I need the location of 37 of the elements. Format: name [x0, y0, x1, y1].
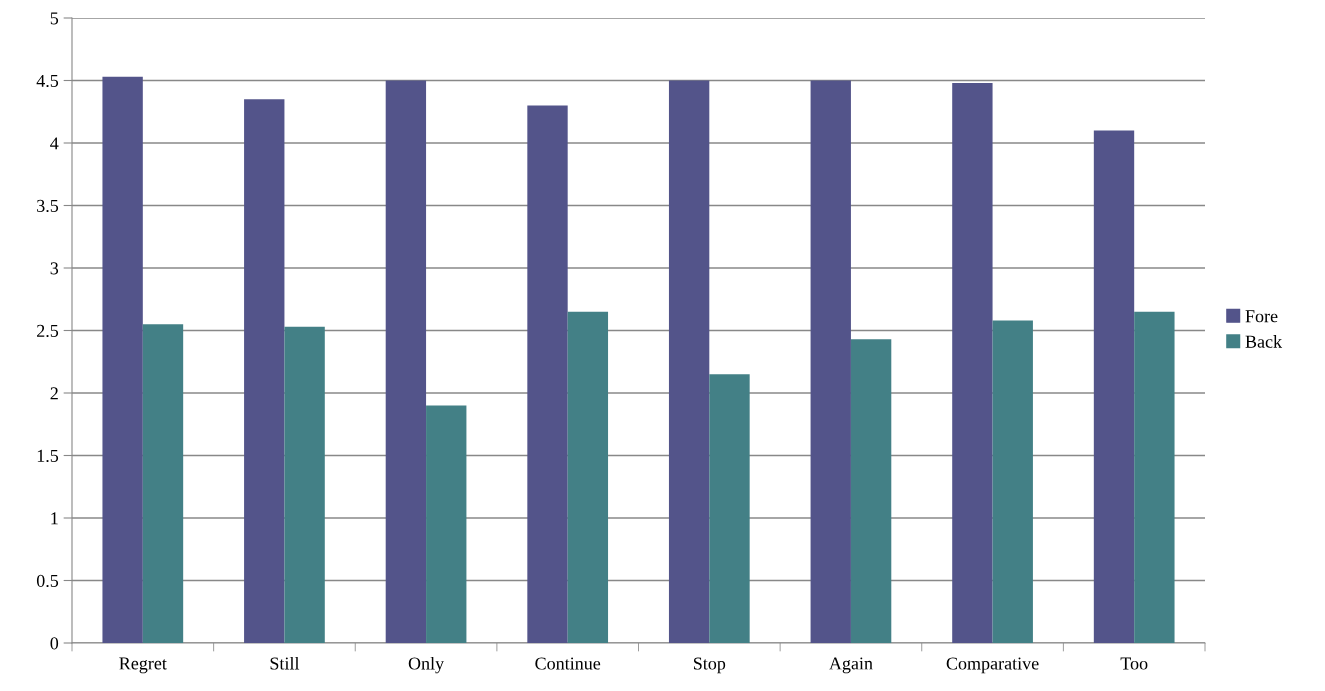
y-tick-label: 2.5	[37, 324, 59, 338]
y-tick-label: 0	[50, 637, 59, 650]
x-tick-label: Only	[408, 656, 445, 674]
x-tick-label: Still	[270, 656, 300, 670]
x-tick-label: Again	[829, 657, 873, 674]
y-tick-label: 2	[50, 387, 58, 400]
bar	[992, 320, 1033, 643]
y-tick-label: 5	[50, 12, 59, 25]
x-tick-label: Stop	[693, 657, 726, 674]
y-tick-label: 3.5	[37, 199, 59, 213]
bar	[709, 374, 750, 643]
x-tick-label: Too	[1120, 657, 1148, 670]
legend-label: Back	[1245, 335, 1283, 348]
bar	[850, 339, 892, 643]
bar	[244, 99, 285, 643]
x-tick-label: Comparative	[946, 657, 1039, 674]
y-tick-label: 0.5	[36, 574, 59, 588]
x-tick-label: Regret	[119, 657, 167, 674]
bar	[426, 405, 467, 643]
bar	[810, 80, 851, 643]
bar	[142, 324, 184, 643]
bar	[1134, 311, 1175, 643]
x-tick-label: Continue	[535, 657, 601, 670]
y-tick-label: 4	[50, 137, 59, 150]
bar	[567, 311, 609, 643]
y-tick-label: 1.5	[37, 449, 59, 463]
y-tick-label: 1	[51, 512, 58, 525]
y-tick-label: 4.5	[36, 74, 59, 88]
bar	[527, 105, 568, 643]
bar	[385, 80, 427, 643]
bar	[1093, 130, 1135, 643]
bar	[284, 326, 325, 643]
bar	[668, 80, 710, 643]
bar	[952, 83, 993, 643]
legend-label: Fore	[1245, 310, 1278, 323]
y-tick-label: 3	[50, 262, 59, 275]
bar	[102, 76, 143, 643]
